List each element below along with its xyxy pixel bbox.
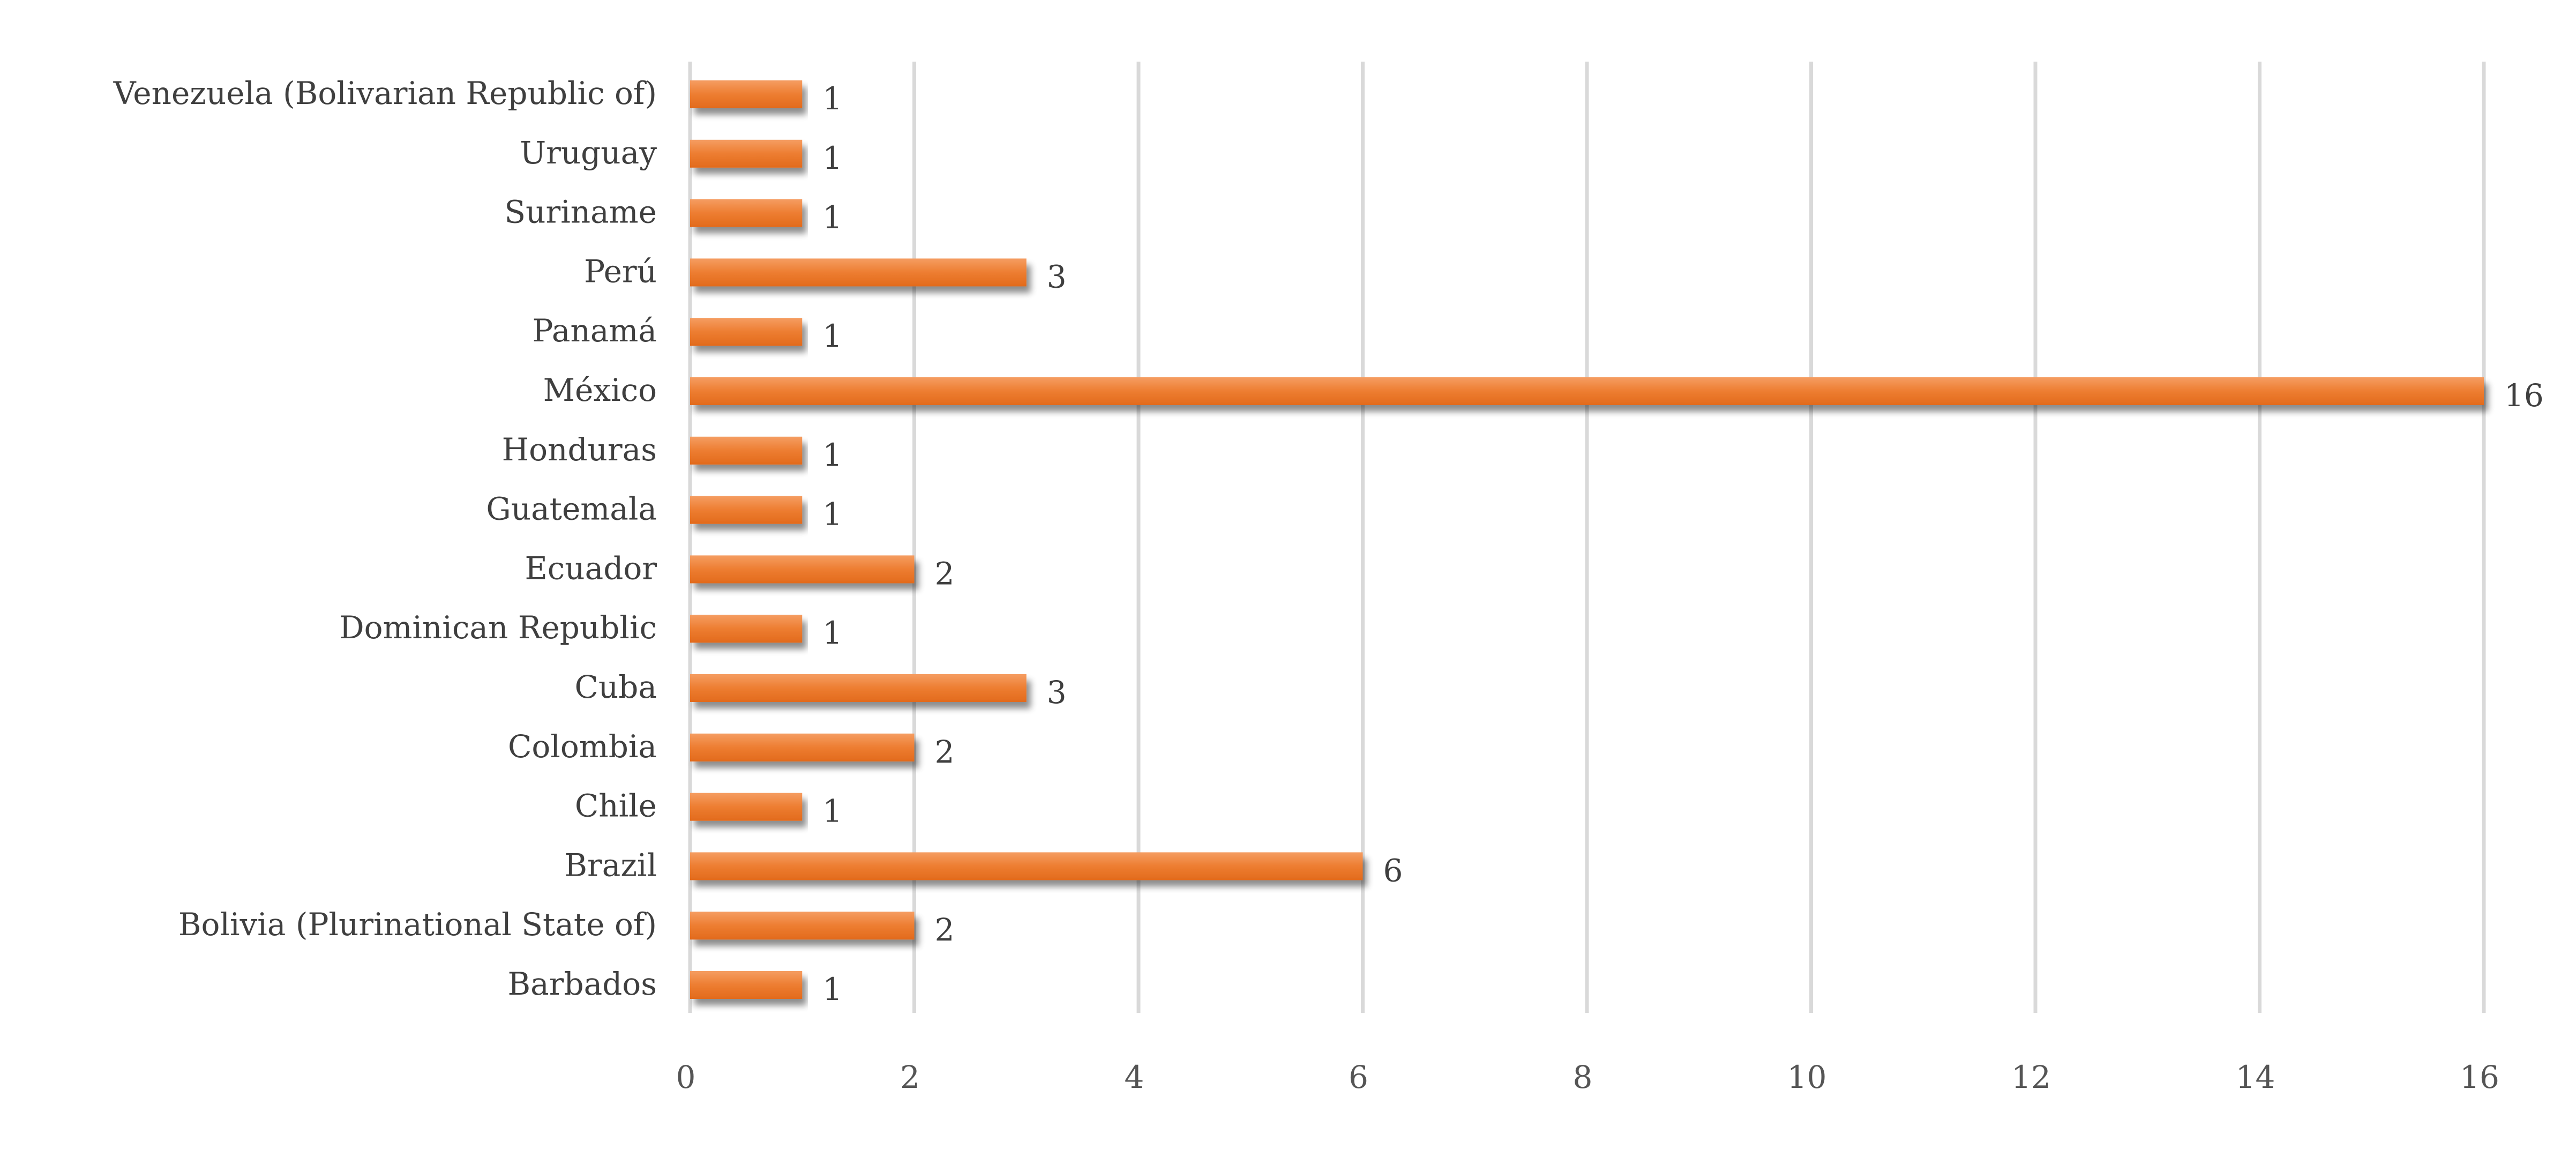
category-label-brazil: Brazil xyxy=(564,847,657,883)
data-label-brazil: 6 xyxy=(1383,852,1403,889)
bar-barbados xyxy=(690,971,803,999)
category-label-bolivia-plurinational-state-of: Bolivia (Plurinational State of) xyxy=(178,906,657,943)
category-label-chile: Chile xyxy=(575,788,657,824)
bar-mexico xyxy=(690,377,2484,405)
category-label-peru: Perú xyxy=(584,253,657,289)
data-label-mexico: 16 xyxy=(2504,377,2544,414)
data-label-venezuela-bolivarian-republic-of: 1 xyxy=(822,80,842,117)
x-axis-tick-labels: 0 2 4 6 8 10 12 14 16 xyxy=(676,1059,2499,1095)
category-label-cuba: Cuba xyxy=(575,669,657,705)
bars xyxy=(690,80,2484,999)
data-label-cuba: 3 xyxy=(1047,674,1067,711)
bar-dominican-republic xyxy=(690,615,803,643)
category-label-guatemala: Guatemala xyxy=(486,491,657,527)
gridlines xyxy=(688,62,2486,1013)
bar-panama xyxy=(690,318,803,346)
data-label-peru: 3 xyxy=(1047,258,1067,295)
bar-peru xyxy=(690,258,1027,287)
data-label-colombia: 2 xyxy=(935,734,955,770)
data-label-suriname: 1 xyxy=(822,199,842,236)
x-tick-label-16: 16 xyxy=(2460,1059,2499,1095)
category-label-uruguay: Uruguay xyxy=(520,135,657,171)
bar-ecuador xyxy=(690,555,915,584)
bar-cuba xyxy=(690,674,1027,702)
x-tick-label-10: 10 xyxy=(1787,1059,1827,1095)
data-label-dominican-republic: 1 xyxy=(822,615,842,651)
x-tick-label-6: 6 xyxy=(1349,1059,1368,1095)
bar-colombia xyxy=(690,733,915,762)
data-label-panama: 1 xyxy=(822,318,842,354)
category-label-venezuela-bolivarian-republic-of: Venezuela (Bolivarian Republic of) xyxy=(113,75,657,111)
category-label-barbados: Barbados xyxy=(508,966,657,1002)
bar-suriname xyxy=(690,199,803,227)
category-label-dominican-republic: Dominican Republic xyxy=(339,609,657,646)
x-tick-label-8: 8 xyxy=(1573,1059,1593,1095)
bar-brazil xyxy=(690,852,1363,881)
data-label-ecuador: 2 xyxy=(935,555,955,592)
category-label-honduras: Honduras xyxy=(502,431,657,468)
category-label-ecuador: Ecuador xyxy=(525,550,657,586)
category-label-panama: Panamá xyxy=(532,312,657,349)
category-labels: Venezuela (Bolivarian Republic of) Urugua… xyxy=(113,75,657,1002)
bar-chile xyxy=(690,793,803,821)
bar-uruguay xyxy=(690,139,803,168)
x-tick-label-12: 12 xyxy=(2011,1059,2051,1095)
category-label-suriname: Suriname xyxy=(504,194,657,230)
bar-venezuela-bolivarian-republic-of xyxy=(690,80,803,108)
data-label-uruguay: 1 xyxy=(822,140,842,176)
data-label-guatemala: 1 xyxy=(822,496,842,533)
category-label-mexico: México xyxy=(543,372,657,408)
data-label-chile: 1 xyxy=(822,793,842,830)
data-label-barbados: 1 xyxy=(822,971,842,1008)
bar-bolivia-plurinational-state-of xyxy=(690,912,915,940)
x-tick-label-0: 0 xyxy=(676,1059,696,1095)
x-tick-label-2: 2 xyxy=(900,1059,920,1095)
bar-guatemala xyxy=(690,496,803,524)
data-label-honduras: 1 xyxy=(822,437,842,473)
data-label-bolivia-plurinational-state-of: 2 xyxy=(935,912,955,948)
bar-honduras xyxy=(690,436,803,465)
x-tick-label-14: 14 xyxy=(2236,1059,2275,1095)
x-tick-label-4: 4 xyxy=(1125,1059,1144,1095)
category-label-colombia: Colombia xyxy=(508,728,657,765)
